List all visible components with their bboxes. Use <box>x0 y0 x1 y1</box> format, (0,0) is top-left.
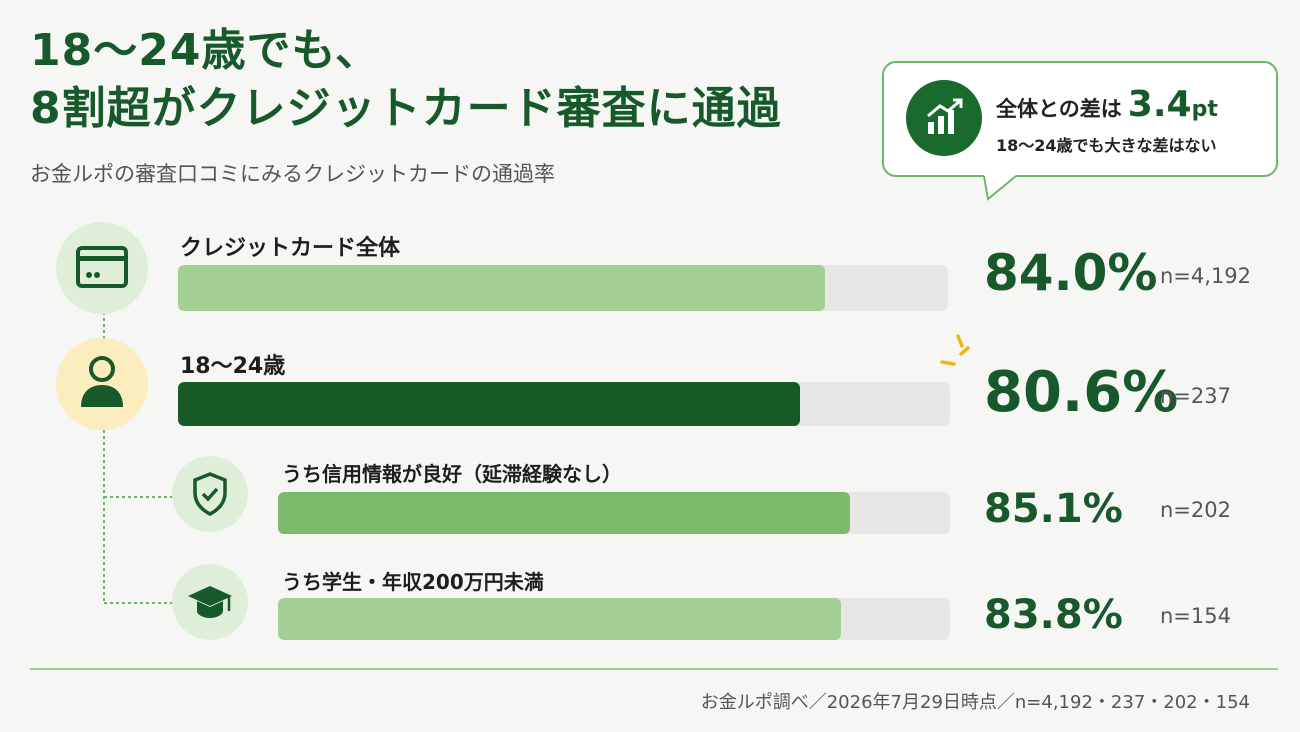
row-label-age-18-24: 18〜24歳 <box>180 354 286 379</box>
value-label-good-credit: 85.1% <box>984 486 1123 532</box>
bar-track-student <box>278 598 950 640</box>
page-subtitle: お金ルポの審査口コミにみるクレジットカードの通過率 <box>30 162 555 186</box>
bar-track-good-credit <box>278 492 950 534</box>
sample-size-good-credit: n=202 <box>1160 498 1231 522</box>
bar-fill-age-18-24 <box>178 382 801 426</box>
bar-track-age-18-24 <box>178 382 950 426</box>
title-line-2: 8割超がクレジットカード審査に通過 <box>30 83 782 134</box>
bar-track-overall <box>178 265 948 311</box>
growth-chart-icon <box>906 80 982 156</box>
value-label-age-18-24: 80.6% <box>984 360 1179 425</box>
row-label-good-credit: うち信用情報が良好（延滞経験なし） <box>282 462 622 486</box>
callout-headline: 全体との差は 3.4pt <box>996 86 1218 129</box>
sample-size-age-18-24: n=237 <box>1160 384 1231 408</box>
callout-value: 3.4 <box>1127 84 1192 125</box>
callout-tail <box>983 175 1017 201</box>
sparkle-icon <box>940 334 970 366</box>
callout-prefix: 全体との差は <box>996 97 1122 121</box>
person-icon <box>56 338 148 430</box>
callout-unit: pt <box>1191 97 1218 122</box>
footer-divider <box>30 668 1278 670</box>
graduation-cap-icon <box>172 564 248 640</box>
source-note: お金ルポ調べ／2026年7月29日時点／n=4,192・237・202・154 <box>700 692 1250 713</box>
sample-size-student: n=154 <box>1160 604 1231 628</box>
tree-connector <box>103 312 174 604</box>
bar-fill-good-credit <box>278 492 850 534</box>
sample-size-overall: n=4,192 <box>1160 264 1252 288</box>
title-line-1: 18〜24歳でも、 <box>30 25 381 76</box>
value-label-overall: 84.0% <box>984 244 1158 302</box>
page-title: 18〜24歳でも、 8割超がクレジットカード審査に通過 <box>30 22 782 138</box>
bar-fill-overall <box>178 265 825 311</box>
shield-check-icon <box>172 456 248 532</box>
row-label-overall: クレジットカード全体 <box>180 236 401 261</box>
bar-fill-student <box>278 598 842 640</box>
credit-card-icon <box>56 222 148 314</box>
row-label-student: うち学生・年収200万円未満 <box>282 570 544 594</box>
value-label-student: 83.8% <box>984 592 1123 638</box>
callout-note: 18〜24歳でも大きな差はない <box>996 136 1217 155</box>
